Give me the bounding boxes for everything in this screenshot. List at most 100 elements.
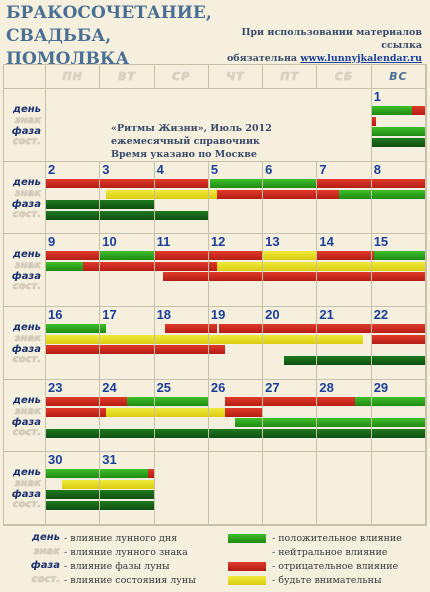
bar-segment [46,356,99,365]
day-cell[interactable]: 2 [46,161,101,235]
day-number: 12 [210,234,226,250]
day-cell[interactable]: 12 [208,234,264,307]
bar-segment [263,211,316,220]
day-cell[interactable]: 15 [371,234,426,307]
influence-bar [371,428,425,438]
influence-bar [371,396,425,406]
weekday-2: ВТ [100,65,155,89]
day-cell[interactable]: 21 [317,306,372,380]
influence-bar [154,396,208,406]
influence-bar [46,210,100,220]
bar-segment [100,469,149,479]
bar-segment [372,283,425,292]
bar-segment [263,408,316,417]
day-cell[interactable]: 11 [154,234,209,307]
day-cell[interactable]: 30 [46,452,101,525]
day-cell[interactable]: 9 [46,234,101,307]
day-cell[interactable]: 8 [371,161,426,235]
day-cell[interactable]: 13 [263,234,318,307]
bar-segment [46,501,100,511]
bar-segment [100,480,154,490]
bar-segment [100,283,153,292]
bar-segment [317,251,371,261]
influence-bar [100,480,154,490]
influence-bar [100,407,154,417]
day-cell[interactable]: 17 [100,306,155,380]
day-cell[interactable]: 4 [154,161,209,235]
day-cell[interactable]: 19 [208,306,264,380]
day-cell[interactable]: 10 [100,234,155,307]
day-cell[interactable]: 22 [371,306,426,380]
influence-bar [46,480,100,490]
influence-bar [371,127,425,136]
influence-bar [317,178,371,188]
day-number: 25 [156,379,172,395]
day-number: 20 [265,306,280,322]
bar-segment [317,417,371,427]
bar-segment [46,178,100,188]
bar-segment [263,417,317,427]
influence-bar [263,345,316,354]
day-cell[interactable]: 16 [46,306,101,380]
bar-segment [155,418,208,427]
bar-segment [208,262,217,272]
day-cell[interactable]: 31 [100,452,155,525]
influence-bar [46,262,100,272]
bar-segment [371,396,425,406]
influence-bar [208,428,263,438]
day-cell[interactable]: 14 [317,234,372,307]
influence-bar [100,490,154,500]
day-cell[interactable]: 7 [317,161,372,235]
day-cell[interactable]: 23 [46,379,101,453]
bar-segment [154,428,208,438]
influence-bar [154,407,208,417]
day-cell[interactable]: 6 [263,161,318,235]
row-label: фаза [11,489,41,501]
bar-segment [263,345,316,354]
day-cell[interactable]: 26 [208,379,264,453]
influence-bar [371,355,425,365]
bar-segment [46,323,100,333]
day-cell[interactable]: 1 [371,89,426,162]
day-number: 16 [48,306,63,322]
influence-bar [100,418,153,427]
day-cell[interactable]: 3 [100,161,155,235]
row-label: знак [14,187,41,199]
day-cell[interactable]: 27 [263,379,318,453]
calendar-grid: ПН ВТ СР ЧТ ПТ СБ ВС день знак фаза сост. «Ритмы Жи… [3,64,427,526]
influence-bar [317,211,370,220]
bar-segment [208,272,263,282]
day-cell[interactable]: 5 [208,161,264,235]
influence-bar [100,396,154,406]
influence-bar [46,501,100,511]
copyright-note: При использовании материалов ссылка обяз… [212,26,422,65]
bar-segment [46,428,100,438]
bar-segment [371,355,425,365]
bar-segment [371,138,425,147]
bar-segment [317,262,371,272]
influence-bar [209,178,263,188]
influence-bar [100,323,153,333]
bar-segment [100,272,153,281]
site-link[interactable]: www.lunnyjkalendar.ru [300,53,422,64]
influence-bar [154,251,208,261]
influence-bar [263,251,317,261]
row-labels: день знак фаза сост. [4,161,46,235]
legend-row: день - влияние лунного дня [8,532,208,546]
row-label: фаза [11,416,41,428]
bar-segment [209,356,262,365]
info-block: «Ритмы Жизни», Июль 2012 ежемесячный спра… [109,89,289,161]
bar-segment [374,251,425,261]
bar-segment [224,396,263,406]
day-cell[interactable]: 24 [100,379,155,453]
row-labels: день знак фаза сост. [4,306,46,380]
day-cell[interactable]: 25 [154,379,209,453]
day-number: 15 [373,234,389,250]
weekday-5: ПТ [263,65,318,89]
day-cell[interactable]: 28 [317,379,372,453]
day-cell[interactable]: 29 [371,379,426,453]
day-cell[interactable]: 20 [263,306,318,380]
influence-bar [46,407,100,417]
day-cell[interactable]: 18 [154,306,209,380]
bar-segment [100,262,154,272]
